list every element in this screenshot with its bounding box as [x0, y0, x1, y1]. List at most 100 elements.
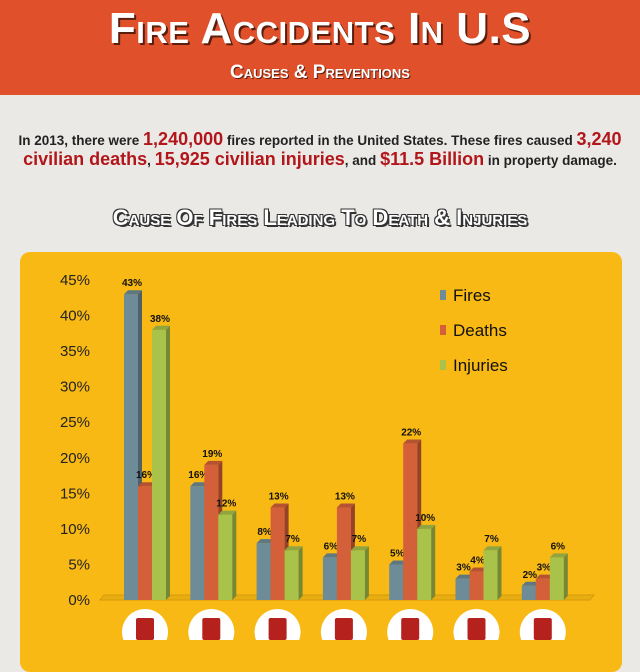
data-label: 4% [470, 556, 485, 567]
bar-top-fires [521, 581, 540, 586]
data-label: 16% [136, 470, 156, 481]
bar-top-fires [190, 482, 209, 487]
bar-injuries [350, 550, 365, 600]
page-title: Fire Accidents In U.S [108, 4, 532, 53]
data-label: 7% [285, 534, 300, 545]
y-tick-label: 45% [60, 272, 90, 289]
bar-injuries [417, 528, 432, 600]
bar-deaths [469, 571, 484, 600]
bar-top-fires [322, 553, 341, 558]
bar-fires [455, 578, 470, 600]
bar-injuries [152, 329, 166, 600]
bar-deaths [138, 486, 152, 600]
data-label: 7% [484, 534, 499, 545]
chart-panel [20, 252, 622, 672]
data-label: 8% [257, 527, 272, 538]
bar-top-deaths [535, 574, 554, 579]
data-label: 3% [456, 563, 471, 574]
bar-deaths [535, 578, 550, 600]
page-subtitle: Causes & Preventions [230, 62, 410, 83]
candle-icon [467, 618, 486, 640]
bar-injuries [218, 514, 233, 600]
data-label: 16% [188, 470, 208, 481]
bar-side-injuries [298, 546, 303, 600]
bar-deaths [336, 507, 351, 600]
data-label: 2% [523, 570, 538, 581]
intro-text: in property damage. [484, 153, 617, 168]
bar-deaths [270, 507, 285, 600]
y-tick-label: 35% [60, 343, 90, 360]
bar-side-injuries [563, 553, 568, 600]
chart-title: Cause Of Fires Leading To Death & Injuri… [112, 205, 528, 230]
y-tick-label: 0% [68, 592, 90, 609]
data-label: 3% [537, 563, 552, 574]
bar-top-injuries [152, 325, 170, 330]
data-label: 19% [202, 449, 222, 460]
y-tick-label: 15% [60, 485, 90, 502]
intro-paragraph: In 2013, there were 1,240,000 fires repo… [10, 130, 630, 170]
data-label: 5% [390, 548, 405, 559]
fires-count: 1,240,000 [143, 129, 224, 149]
legend-label: Fires [453, 286, 491, 305]
data-label: 6% [324, 541, 339, 552]
bar-fires [256, 543, 271, 600]
data-label: 13% [269, 492, 289, 503]
flame-torch-icon [268, 618, 287, 640]
y-tick-label: 30% [60, 379, 90, 396]
deaths-count: 3,240 civilian deaths [23, 129, 622, 169]
bar-side-injuries [166, 325, 170, 600]
child-playing-icon [533, 618, 552, 640]
y-tick-label: 20% [60, 450, 90, 467]
data-label: 38% [150, 314, 170, 325]
bar-top-deaths [403, 439, 422, 444]
bar-injuries [549, 557, 564, 600]
data-label: 43% [122, 278, 142, 289]
bar-side-injuries [431, 524, 436, 600]
bar-top-deaths [469, 567, 488, 572]
data-label: 13% [335, 492, 355, 503]
bar-top-injuries [218, 510, 237, 515]
bar-side-injuries [232, 510, 237, 600]
legend-swatch [440, 290, 446, 300]
data-label: 12% [216, 499, 236, 510]
bar-deaths [403, 443, 418, 600]
heating-stove-icon [202, 618, 221, 640]
smoking-icon [401, 618, 420, 640]
electrical-plug-icon [334, 618, 353, 640]
bar-fires [190, 486, 205, 600]
bar-top-deaths [270, 503, 289, 508]
bar-top-injuries [549, 553, 568, 558]
intro-text: , and [344, 153, 381, 168]
header: Fire Accidents In U.S Causes & Preventio… [0, 0, 640, 95]
intro-text: fires reported in the United States. The… [223, 133, 577, 148]
data-label: 22% [401, 428, 421, 439]
legend-label: Deaths [453, 321, 507, 340]
bar-top-deaths [204, 460, 223, 465]
bar-fires [389, 564, 404, 600]
bar-top-deaths [336, 503, 355, 508]
data-label: 6% [551, 541, 566, 552]
bar-top-injuries [284, 546, 303, 551]
bar-injuries [483, 550, 498, 600]
intro-text: , [147, 153, 155, 168]
bar-chart: 0% 5% 10% 15% 20% 25% 30% 35% 40% 45% 43% 16% 38% 16%… [60, 272, 596, 640]
y-tick-label: 25% [60, 414, 90, 431]
bar-top-fires [256, 539, 275, 544]
bar-top-fires [124, 290, 142, 295]
bar-fires [322, 557, 337, 600]
bar-top-injuries [417, 524, 436, 529]
bar-top-fires [455, 574, 474, 579]
y-tick-label: 40% [60, 308, 90, 325]
bar-deaths [204, 464, 219, 600]
bar-side-injuries [497, 546, 502, 600]
legend-label: Injuries [453, 356, 508, 375]
y-tick-label: 5% [68, 556, 90, 573]
bar-top-deaths [138, 482, 156, 487]
cooking-stove-icon [136, 618, 154, 640]
y-tick-label: 10% [60, 521, 90, 538]
bar-side-injuries [364, 546, 369, 600]
damage-amount: $11.5 Billion [380, 149, 485, 169]
bar-injuries [284, 550, 299, 600]
data-label: 10% [415, 513, 435, 524]
bar-top-fires [389, 560, 408, 565]
